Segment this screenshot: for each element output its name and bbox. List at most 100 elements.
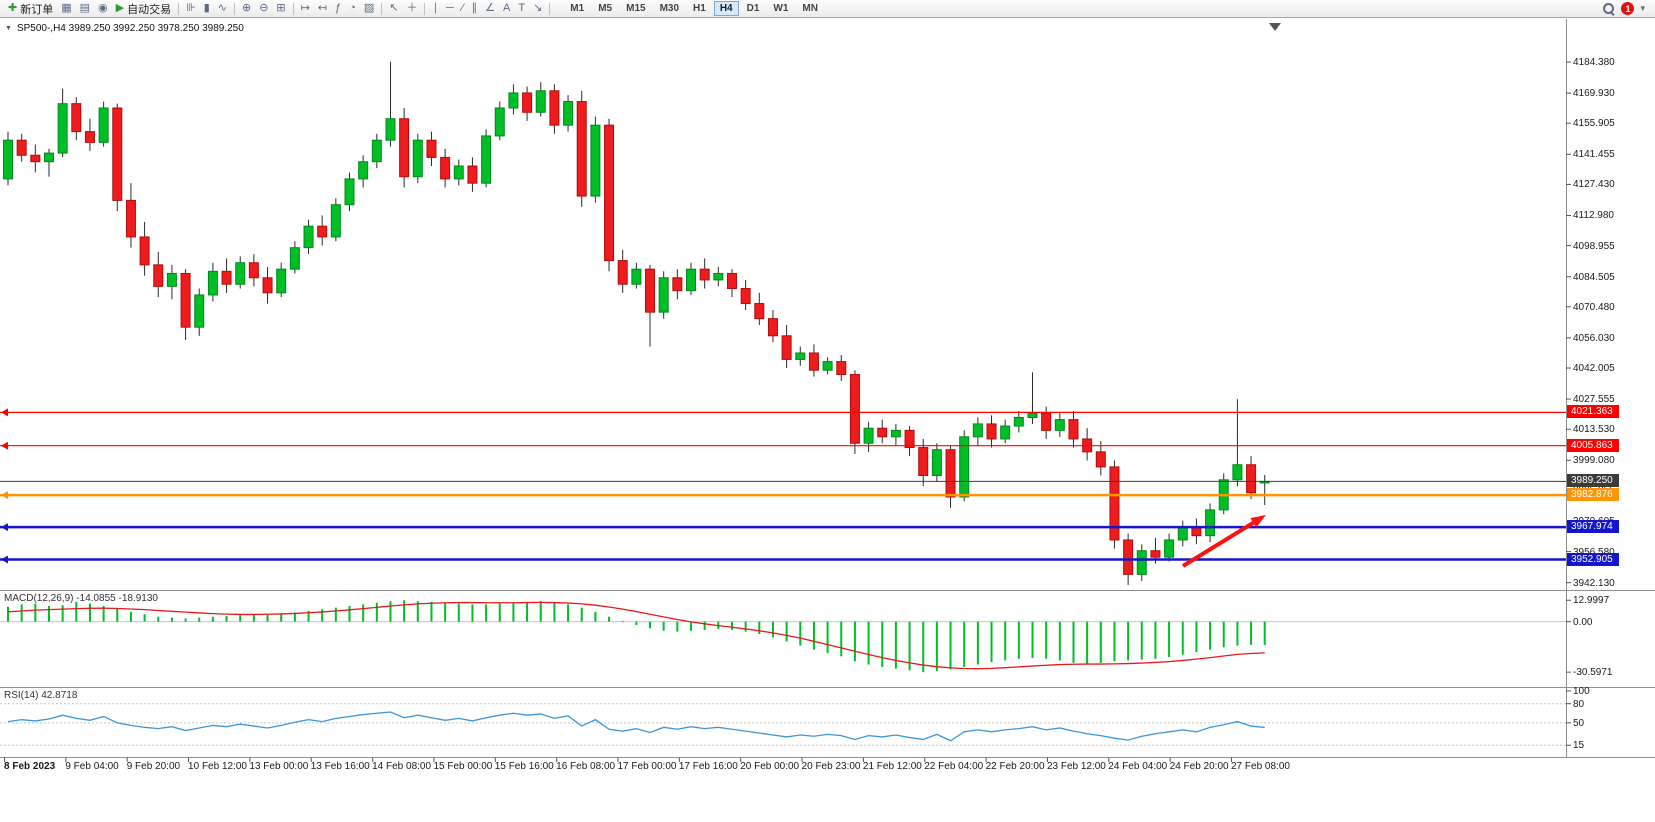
- horizontal-line-button[interactable]: ─: [442, 1, 458, 17]
- rsi-line: [7, 711, 1265, 742]
- line-left-marker-icon[interactable]: [1, 408, 8, 417]
- vertical-line-button[interactable]: ∣: [428, 1, 442, 17]
- auto-trading-button-label: 自动交易: [127, 3, 172, 16]
- price-axis-label: 4098.955: [1573, 240, 1615, 252]
- label-button[interactable]: T: [514, 1, 529, 17]
- line-left-marker-icon[interactable]: [1, 523, 8, 532]
- price-axis-label: 4084.505: [1573, 271, 1615, 283]
- time-axis-label: 9 Feb 04:00: [65, 761, 119, 772]
- timeframe-buttons: M1 M5 M15 M30 H1 H4 D1 W1 MN: [563, 0, 825, 18]
- time-axis-label: 24 Feb 20:00: [1169, 761, 1229, 772]
- arrows-button[interactable]: ↘: [529, 1, 546, 17]
- timeframe-m5-button[interactable]: M5: [598, 3, 613, 14]
- new-order-button[interactable]: ✚ 新订单: [4, 1, 57, 17]
- line-left-marker-icon[interactable]: [1, 491, 8, 500]
- chart-shift-button[interactable]: ↤: [314, 1, 331, 17]
- pane-separators: [0, 19, 1655, 758]
- timeframe-mn-button[interactable]: MN: [802, 3, 818, 14]
- crosshair-button[interactable]: ＋: [402, 1, 421, 17]
- time-axis-label: 8 Feb 2023: [4, 761, 56, 772]
- trendline-button[interactable]: ∕: [458, 1, 468, 17]
- rsi-label: RSI(14) 42.8718: [4, 690, 78, 701]
- candlestick-mode-icon: ▮: [203, 2, 210, 14]
- cursor-icon: ↖: [389, 2, 399, 14]
- indicators-button[interactable]: ƒ: [331, 1, 345, 17]
- line-chart-mode-button[interactable]: ∿: [214, 1, 231, 17]
- macd-axis-label: -30.5971: [1573, 667, 1613, 679]
- current-price-badge: 3989.250: [1567, 474, 1619, 488]
- price-axis-label: 4184.380: [1573, 57, 1615, 69]
- level-lines[interactable]: [0, 408, 1566, 564]
- cursor-button[interactable]: ↖: [385, 1, 402, 17]
- macd-signal-line: [7, 601, 1265, 670]
- rsi-axis-label: 80: [1573, 698, 1585, 710]
- bar-chart-mode-button[interactable]: ⊪: [182, 1, 200, 17]
- price-axis-label: 4042.005: [1573, 363, 1615, 375]
- price-axis-label: 4141.455: [1573, 149, 1615, 161]
- timeframe-d1-button[interactable]: D1: [746, 3, 760, 14]
- charts-window-button[interactable]: ▦: [57, 1, 75, 17]
- timeframe-m15-button[interactable]: M15: [626, 3, 646, 14]
- toolbar-separator: [549, 2, 551, 15]
- price-axis-label: 4112.980: [1573, 210, 1614, 222]
- notification-badge[interactable]: 1: [1621, 2, 1635, 15]
- toolbar-separator: [178, 2, 180, 15]
- zoom-in-icon: ⊕: [241, 2, 252, 14]
- toolbar-separator: [233, 2, 235, 15]
- label-icon: T: [518, 2, 526, 14]
- time-axis-label: 21 Feb 12:00: [862, 761, 922, 772]
- timeframe-m30-button[interactable]: M30: [659, 3, 680, 14]
- price-axis-label: 4027.555: [1573, 394, 1615, 406]
- line-left-marker-icon[interactable]: [1, 555, 8, 564]
- periods-button[interactable]: ◔: [345, 1, 360, 17]
- toolbar-overflow-icon[interactable]: ▾: [1640, 3, 1645, 13]
- tile-windows-icon: ⊞: [276, 2, 286, 14]
- arrows-icon: ↘: [533, 2, 543, 14]
- auto-scroll-button[interactable]: ↦: [297, 1, 314, 17]
- templates-button[interactable]: ▨: [360, 1, 378, 17]
- price-axis-label: 3956.580: [1573, 547, 1615, 558]
- time-axis-label: 22 Feb 20:00: [985, 761, 1045, 772]
- text-button[interactable]: A: [499, 1, 514, 17]
- candlestick-mode-button[interactable]: ▮: [200, 1, 214, 17]
- macd-axis-label: 0.00: [1573, 616, 1593, 628]
- channel-button[interactable]: ∥: [468, 1, 482, 17]
- timeframe-h1-button[interactable]: H1: [693, 3, 706, 14]
- zoom-in-button[interactable]: ⊕: [238, 1, 255, 17]
- time-axis-label: 24 Feb 04:00: [1108, 761, 1168, 772]
- new-order-icon: ✚: [8, 2, 18, 14]
- level-price-badge: 3982.876: [1567, 488, 1619, 502]
- zoom-out-button[interactable]: ⊖: [255, 1, 272, 17]
- macd-histogram: [7, 600, 1266, 673]
- line-chart-mode-icon: ∿: [217, 2, 227, 14]
- auto-trading-icon: ▶: [115, 2, 125, 14]
- tile-windows-button[interactable]: ⊞: [272, 1, 289, 17]
- auto-trading-button[interactable]: ▶ 自动交易: [112, 1, 175, 17]
- fibonacci-button[interactable]: ∠: [481, 1, 499, 17]
- trend-arrow-annotation[interactable]: [1181, 515, 1266, 568]
- timeframe-w1-button[interactable]: W1: [773, 3, 789, 14]
- time-axis-label: 10 Feb 12:00: [188, 761, 247, 772]
- toolbar: ✚ 新订单 ▦ ▤ ◉ ▶ 自动交易 ⊪ ▮ ∿ ⊕ ⊖ ⊞ ↦ ↤ ƒ ◔ ▨ ↖ ＋ ∣ ─ ∕ ∥ ∠ A T ↘ M1 M5 M1…: [0, 0, 1655, 18]
- search-icon[interactable]: [1603, 2, 1615, 15]
- timeframe-m1-button[interactable]: M1: [570, 3, 585, 14]
- profiles-button[interactable]: ▤: [76, 1, 94, 17]
- time-axis-label: 27 Feb 08:00: [1231, 761, 1290, 772]
- price-axis-label: 4070.480: [1573, 301, 1615, 313]
- timeframe-h4-button[interactable]: H4: [713, 1, 739, 16]
- time-axis-label: 20 Feb 23:00: [801, 761, 861, 772]
- chart-shift-marker-icon[interactable]: [1269, 23, 1281, 31]
- chart-shift-icon: ↤: [317, 2, 328, 14]
- macd-axis-label: 12.9997: [1573, 595, 1610, 607]
- time-axis-label: 17 Feb 00:00: [617, 761, 677, 772]
- sound-button[interactable]: ◉: [94, 1, 112, 17]
- toolbar-right: 1 ▾: [1603, 2, 1651, 15]
- zoom-out-icon: ⊖: [259, 2, 269, 14]
- profiles-icon: ▤: [79, 2, 91, 14]
- line-left-marker-icon[interactable]: [1, 441, 8, 450]
- price-axis-label: 4056.030: [1573, 332, 1615, 344]
- level-price-badge: 4021.363: [1567, 405, 1619, 419]
- one-click-trading-toggle-icon[interactable]: ▼: [5, 25, 12, 32]
